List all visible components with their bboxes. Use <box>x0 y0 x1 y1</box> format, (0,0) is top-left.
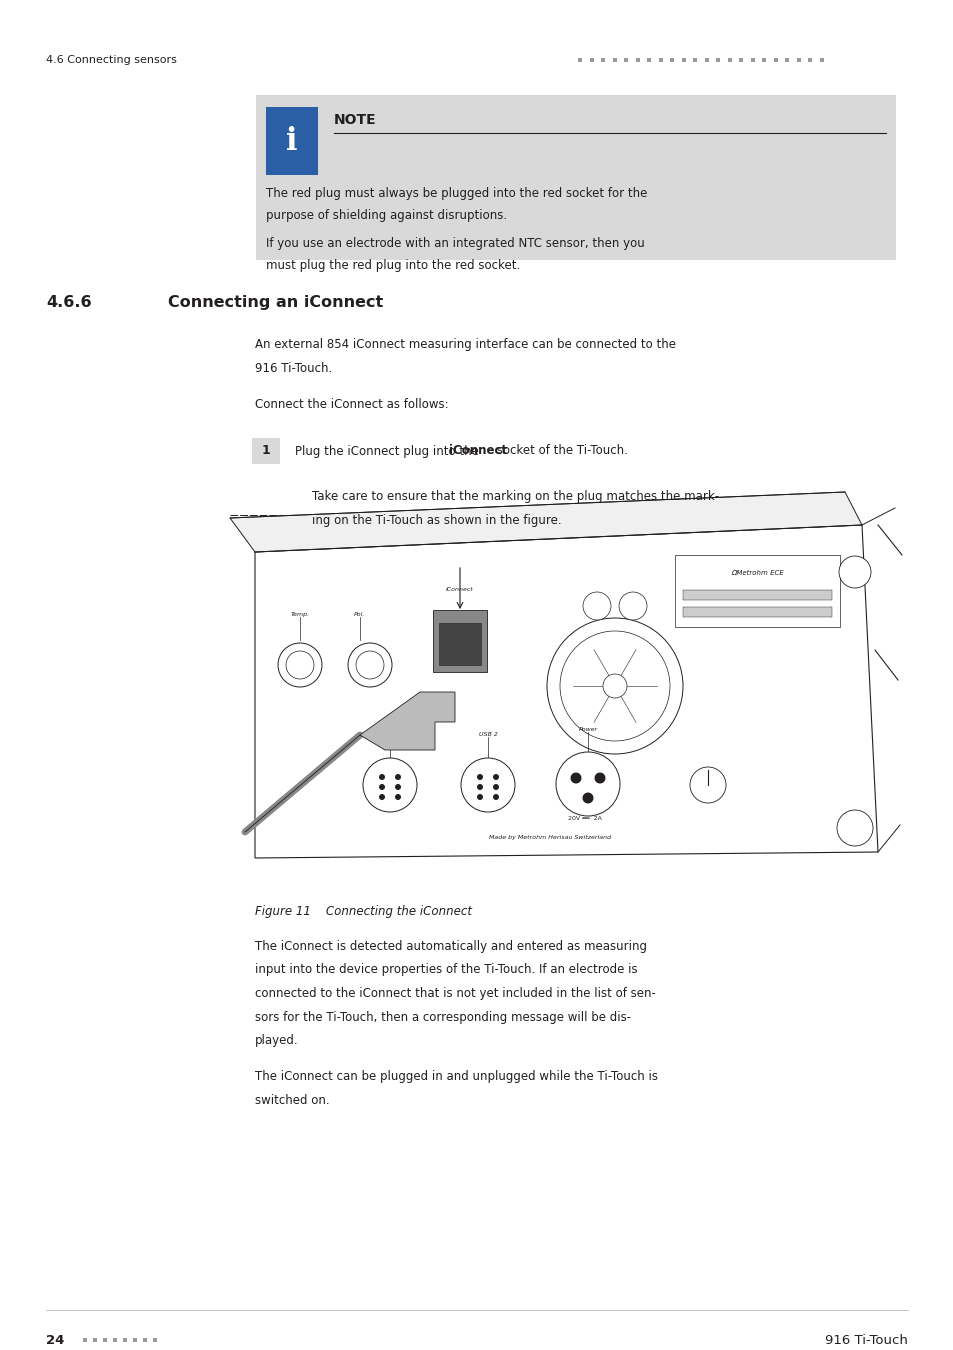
Text: input into the device properties of the Ti-Touch. If an electrode is: input into the device properties of the … <box>254 964 637 976</box>
Polygon shape <box>254 525 877 859</box>
Text: The iConnect can be plugged in and unplugged while the Ti-Touch is: The iConnect can be plugged in and unplu… <box>254 1071 658 1083</box>
Circle shape <box>838 556 870 589</box>
Circle shape <box>348 643 392 687</box>
Polygon shape <box>359 693 455 751</box>
Circle shape <box>559 630 669 741</box>
Circle shape <box>582 792 593 803</box>
Text: NOTE: NOTE <box>334 113 376 127</box>
Circle shape <box>395 784 400 790</box>
Circle shape <box>460 757 515 811</box>
Text: purpose of shielding against disruptions.: purpose of shielding against disruptions… <box>266 209 507 221</box>
Circle shape <box>476 794 482 801</box>
Circle shape <box>689 767 725 803</box>
Circle shape <box>378 784 385 790</box>
Circle shape <box>286 651 314 679</box>
Polygon shape <box>230 491 862 552</box>
Circle shape <box>582 593 610 620</box>
Circle shape <box>395 774 400 780</box>
Circle shape <box>395 794 400 801</box>
Circle shape <box>556 752 619 815</box>
Circle shape <box>355 651 384 679</box>
Text: 1: 1 <box>261 444 270 458</box>
Text: Take care to ensure that the marking on the plug matches the mark-: Take care to ensure that the marking on … <box>312 490 719 504</box>
Bar <box>433 610 486 672</box>
Circle shape <box>594 772 605 783</box>
Text: If you use an electrode with an integrated NTC sensor, then you: If you use an electrode with an integrat… <box>266 238 644 250</box>
Circle shape <box>546 618 682 755</box>
Text: The iConnect is detected automatically and entered as measuring: The iConnect is detected automatically a… <box>254 940 646 953</box>
Text: 916 Ti-Touch: 916 Ti-Touch <box>824 1334 907 1346</box>
Text: ing on the Ti-Touch as shown in the figure.: ing on the Ti-Touch as shown in the figu… <box>312 514 561 526</box>
Circle shape <box>378 794 385 801</box>
Text: Connect the iConnect as follows:: Connect the iConnect as follows: <box>254 398 448 410</box>
Bar <box>682 590 831 599</box>
Circle shape <box>277 643 322 687</box>
Text: ΩMetrohm ECE: ΩMetrohm ECE <box>730 570 783 576</box>
Text: i: i <box>286 126 297 157</box>
Text: socket of the Ti-Touch.: socket of the Ti-Touch. <box>492 444 627 458</box>
Text: iConnect: iConnect <box>448 444 506 458</box>
Circle shape <box>493 784 498 790</box>
Text: Made by Metrohm Herisau Switzerland: Made by Metrohm Herisau Switzerland <box>489 836 611 841</box>
Circle shape <box>618 593 646 620</box>
Text: Plug the iConnect plug into the: Plug the iConnect plug into the <box>294 444 482 458</box>
Text: 4.6.6: 4.6.6 <box>46 296 91 310</box>
Text: Figure 11    Connecting the iConnect: Figure 11 Connecting the iConnect <box>254 904 472 918</box>
Text: Temp.: Temp. <box>290 612 309 617</box>
Text: USB 2: USB 2 <box>478 732 497 737</box>
Text: The red plug must always be plugged into the red socket for the: The red plug must always be plugged into… <box>266 188 647 200</box>
Circle shape <box>493 774 498 780</box>
Text: played.: played. <box>254 1034 298 1048</box>
Text: USB 1: USB 1 <box>380 732 399 737</box>
Text: Power: Power <box>578 728 597 732</box>
Bar <box>675 555 840 626</box>
Text: iConnect: iConnect <box>446 587 474 593</box>
Bar <box>682 608 831 617</box>
Circle shape <box>602 674 626 698</box>
Text: sors for the Ti-Touch, then a corresponding message will be dis-: sors for the Ti-Touch, then a correspond… <box>254 1011 631 1023</box>
Circle shape <box>570 772 581 783</box>
Circle shape <box>493 794 498 801</box>
Bar <box>252 437 280 464</box>
Text: 20V ══  2A: 20V ══ 2A <box>567 815 601 821</box>
Text: Connecting an iConnect: Connecting an iConnect <box>168 296 383 310</box>
Text: connected to the iConnect that is not yet included in the list of sen-: connected to the iConnect that is not ye… <box>254 987 656 1000</box>
Text: 916 Ti-Touch.: 916 Ti-Touch. <box>254 362 332 375</box>
Circle shape <box>378 774 385 780</box>
Text: switched on.: switched on. <box>254 1094 330 1107</box>
Text: An external 854 iConnect measuring interface can be connected to the: An external 854 iConnect measuring inter… <box>254 338 676 351</box>
Bar <box>438 622 480 666</box>
Text: 4.6 Connecting sensors: 4.6 Connecting sensors <box>46 55 176 65</box>
Circle shape <box>476 784 482 790</box>
Circle shape <box>476 774 482 780</box>
Circle shape <box>836 810 872 846</box>
Text: Pol.: Pol. <box>354 612 365 617</box>
Text: must plug the red plug into the red socket.: must plug the red plug into the red sock… <box>266 259 519 271</box>
Bar <box>266 107 317 176</box>
Circle shape <box>363 757 416 811</box>
Text: 24: 24 <box>46 1334 64 1346</box>
Bar <box>255 95 895 261</box>
